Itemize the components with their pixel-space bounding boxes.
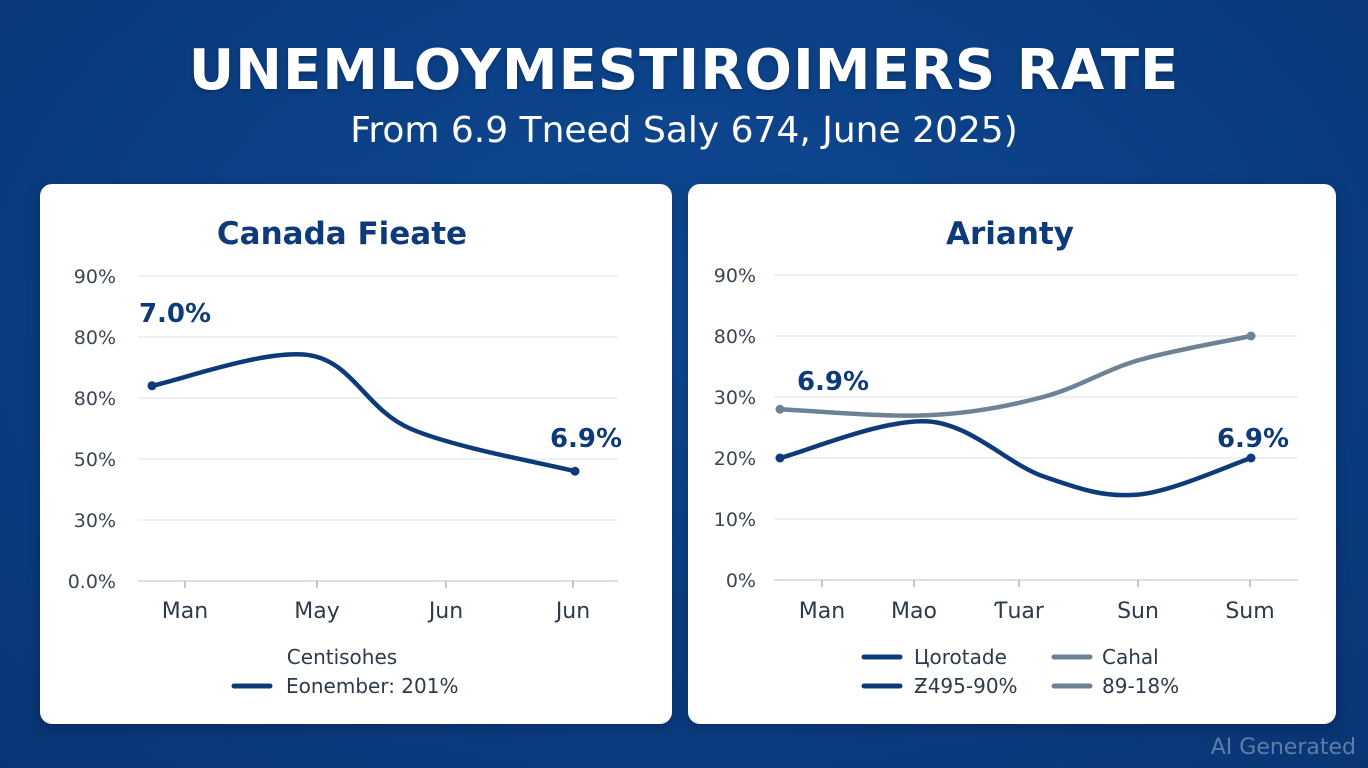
chart-canada: Canada Fieate 90% 80% 80% 50% 30% 0.0% Man May Ju… [68, 216, 622, 698]
data-label: 6.9% [1217, 424, 1289, 454]
x-tick-label: Mao [891, 599, 937, 624]
data-label: 7.0% [139, 299, 211, 329]
x-tick-label: Man [162, 599, 208, 624]
data-point [147, 381, 157, 391]
page-subtitle: From 6.9 Tneed Saly 674, June 2025) [350, 110, 1018, 151]
chart-panel-canada: Canada Fieate 90% 80% 80% 50% 30% 0.0% Man May Ju… [40, 184, 672, 724]
y-tick-label: 10% [714, 509, 756, 531]
y-tick-label: 90% [714, 265, 756, 287]
y-tick-label: 20% [714, 448, 756, 470]
series-line-1 [777, 419, 1254, 498]
data-label: 6.9% [797, 367, 869, 397]
series-line-1 [149, 352, 578, 474]
data-point [1246, 453, 1256, 463]
data-label: 6.9% [550, 424, 622, 454]
x-tick-label: Jun [554, 599, 590, 624]
legend-label: 89-18% [1102, 674, 1179, 698]
x-tick-label: May [294, 599, 339, 624]
chart-panel-arianty: Arianty 90% 80% 30% 20% 10% 0% Man Mao Ƭuar Sun Sum… [688, 184, 1336, 724]
legend-label: Цorotade [914, 645, 1007, 669]
x-tick-label: Man [799, 599, 845, 624]
watermark: AI Generated [1210, 735, 1356, 760]
y-tick-label: 30% [74, 510, 116, 532]
x-tick-label: Sum [1225, 599, 1274, 624]
data-point [775, 453, 785, 463]
chart-title: Arianty [946, 216, 1074, 252]
x-tick-label: Jun [427, 599, 463, 624]
y-tick-label: 50% [74, 449, 116, 471]
y-tick-label: 30% [714, 387, 756, 409]
data-point [1246, 331, 1256, 341]
y-tick-label: 80% [74, 327, 116, 349]
y-tick-label: 80% [714, 326, 756, 348]
x-tick-label: Ƭuar [994, 599, 1045, 624]
y-tick-label: 90% [74, 266, 116, 288]
legend-label: Ƶ495-90% [914, 674, 1018, 698]
y-tick-label: 0% [726, 570, 756, 592]
series-line-2 [777, 333, 1254, 418]
legend-label: Cahal [1102, 645, 1159, 669]
data-point [570, 466, 580, 476]
y-tick-label: 80% [74, 388, 116, 410]
x-tick-label: Sun [1117, 599, 1159, 624]
data-point [775, 404, 785, 414]
legend-label: Eonember: 201% [286, 674, 458, 698]
chart-arianty: Arianty 90% 80% 30% 20% 10% 0% Man Mao Ƭuar Sun Sum… [714, 216, 1298, 698]
chart-title: Canada Fieate [217, 216, 467, 252]
page-title: UNEMLOYMESTIROIMERS RATE [188, 38, 1180, 103]
legend-title: Centisohes [287, 645, 397, 669]
y-tick-label: 0.0% [68, 571, 116, 593]
